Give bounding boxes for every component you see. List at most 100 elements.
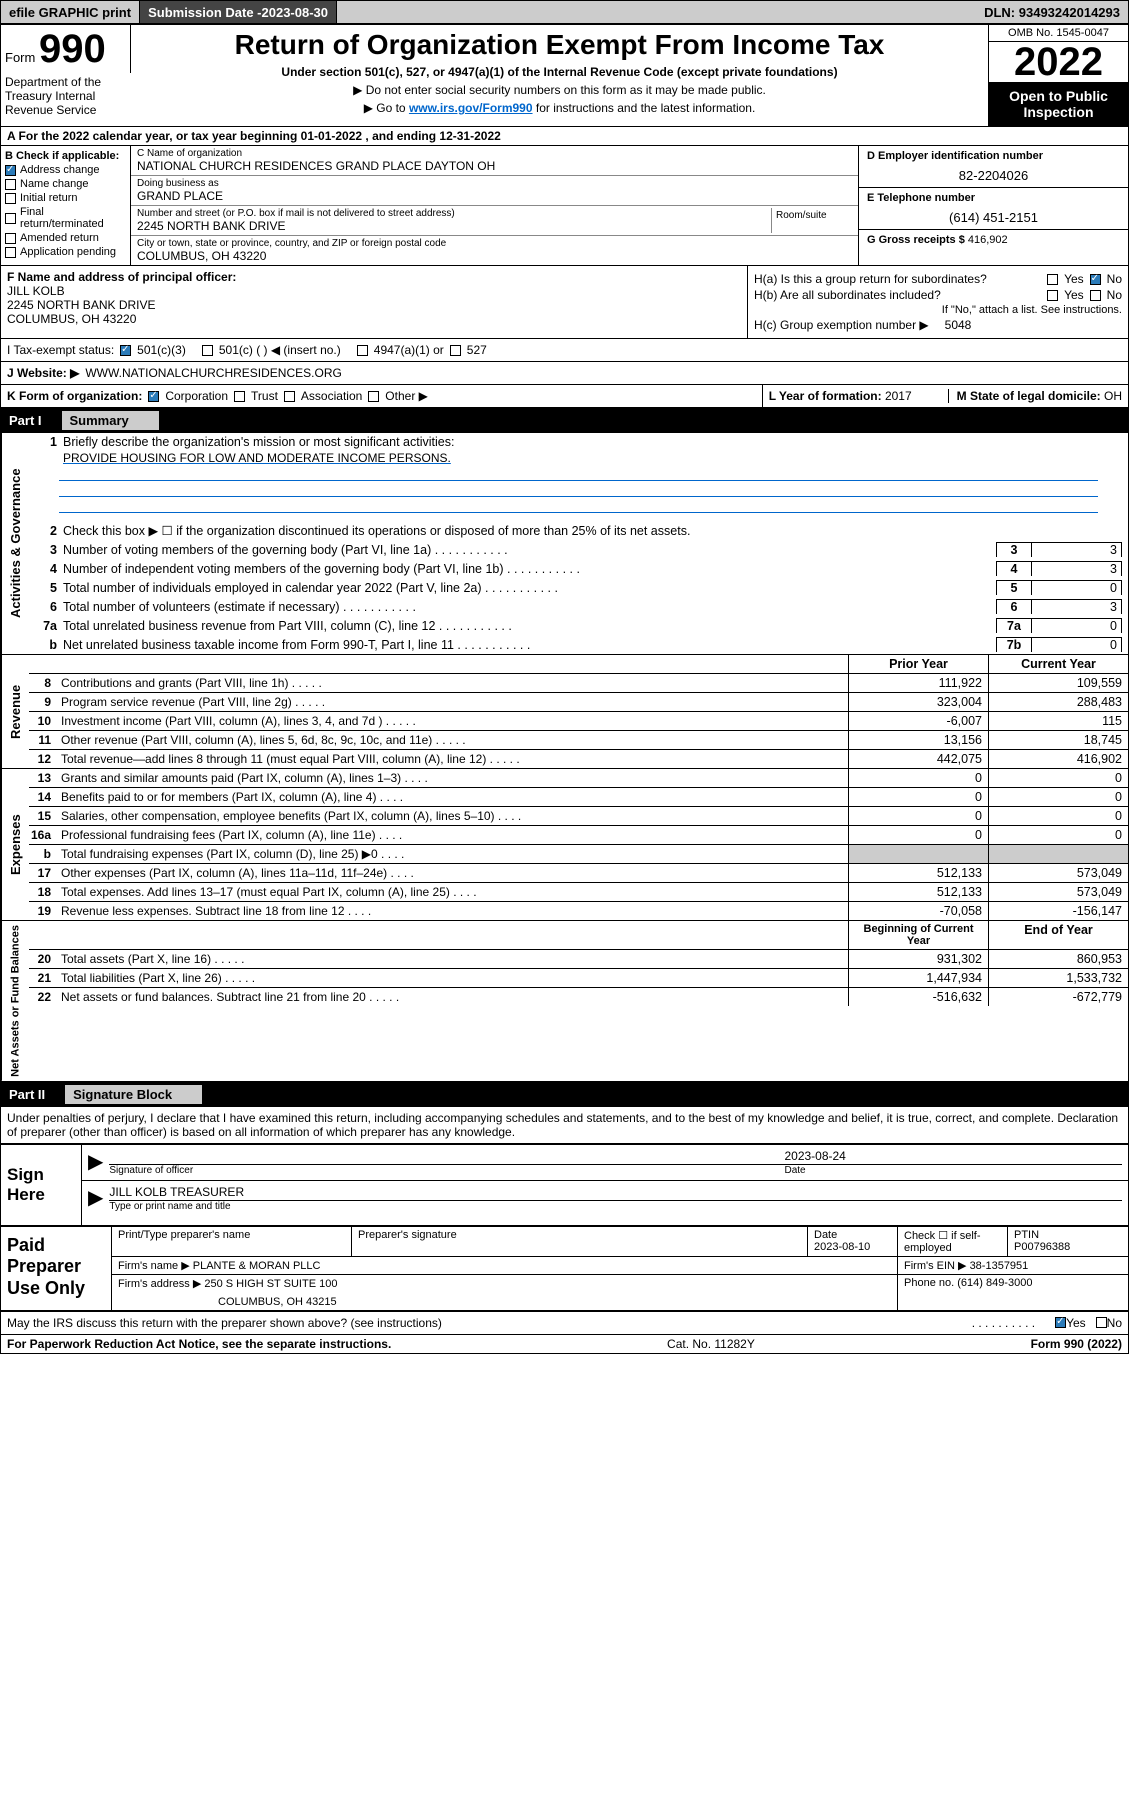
footer-left: For Paperwork Reduction Act Notice, see …: [7, 1337, 391, 1351]
chk-initial-return[interactable]: Initial return: [5, 192, 126, 204]
revenue-block: Revenue Prior Year Current Year 8Contrib…: [1, 654, 1128, 768]
firm-addr-row: Firm's address ▶ 250 S HIGH ST SUITE 100…: [112, 1275, 1128, 1310]
discuss-yes-chk[interactable]: [1055, 1317, 1066, 1328]
chk-corp[interactable]: [148, 391, 159, 402]
hb-no-chk[interactable]: [1090, 290, 1101, 301]
ptin-val: P00796388: [1014, 1241, 1122, 1253]
hc-line: H(c) Group exemption number ▶ 5048: [754, 318, 1122, 332]
irs-link[interactable]: www.irs.gov/Form990: [409, 101, 533, 115]
firm-addr1: 250 S HIGH ST SUITE 100: [204, 1278, 337, 1290]
mission-line-blank2: [59, 483, 1098, 497]
revenue-label: Revenue: [1, 655, 29, 768]
form-container: Form 990 Department of the Treasury Inte…: [0, 24, 1129, 1354]
chk-final-return[interactable]: Final return/terminated: [5, 206, 126, 230]
chk-amended[interactable]: Amended return: [5, 232, 126, 244]
na-line-21: 21Total liabilities (Part X, line 26) . …: [29, 968, 1128, 987]
sign-here-label: Sign Here: [1, 1145, 81, 1225]
prep-date: 2023-08-10: [814, 1241, 891, 1253]
dba-label: Doing business as: [137, 178, 852, 189]
chk-501c3[interactable]: [120, 345, 131, 356]
row-a-period: A For the 2022 calendar year, or tax yea…: [1, 126, 1128, 145]
note-ssn: ▶ Do not enter social security numbers o…: [139, 83, 980, 97]
exp-line-19: 19Revenue less expenses. Subtract line 1…: [29, 901, 1128, 920]
chk-other[interactable]: [368, 391, 379, 402]
chk-address-change[interactable]: Address change: [5, 164, 126, 176]
org-name-label: C Name of organization: [137, 148, 852, 159]
sign-here-section: Sign Here ▶ Signature of officer 2023-08…: [1, 1143, 1128, 1227]
chk-assoc[interactable]: [284, 391, 295, 402]
expenses-block: Expenses 13Grants and similar amounts pa…: [1, 768, 1128, 920]
section-fh: F Name and address of principal officer:…: [1, 265, 1128, 338]
ha-line: H(a) Is this a group return for subordin…: [754, 272, 1122, 286]
footer-right: Form 990 (2022): [1031, 1337, 1122, 1351]
paid-header-row: Print/Type preparer's name Preparer's si…: [112, 1227, 1128, 1257]
addr: 2245 NORTH BANK DRIVE: [137, 219, 771, 233]
exp-line-17: 17Other expenses (Part IX, column (A), l…: [29, 863, 1128, 882]
summary-line-3: 3Number of voting members of the governi…: [29, 540, 1128, 559]
mission-text: PROVIDE HOUSING FOR LOW AND MODERATE INC…: [29, 451, 1128, 465]
exp-line-b: bTotal fundraising expenses (Part IX, co…: [29, 844, 1128, 863]
sig-officer-line[interactable]: [109, 1149, 784, 1165]
ein-label: D Employer identification number: [867, 150, 1120, 162]
form-label: Form: [5, 50, 35, 65]
form-subtitle: Under section 501(c), 527, or 4947(a)(1)…: [139, 65, 980, 79]
phone: (614) 451-2151: [867, 204, 1120, 225]
chk-4947[interactable]: [357, 345, 368, 356]
efile-label[interactable]: efile GRAPHIC print: [1, 1, 140, 23]
na-line-22: 22Net assets or fund balances. Subtract …: [29, 987, 1128, 1006]
rev-line-10: 10Investment income (Part VIII, column (…: [29, 711, 1128, 730]
officer-addr1: 2245 NORTH BANK DRIVE: [7, 298, 741, 312]
form-title: Return of Organization Exempt From Incom…: [139, 29, 980, 61]
row-j-website: J Website: ▶ WWW.NATIONALCHURCHRESIDENCE…: [1, 361, 1128, 384]
na-line-20: 20Total assets (Part X, line 16) . . . .…: [29, 949, 1128, 968]
chk-app-pending[interactable]: Application pending: [5, 246, 126, 258]
hb-yes-chk[interactable]: [1047, 290, 1058, 301]
sig-name-label: Type or print name and title: [109, 1201, 1122, 1212]
exp-line-18: 18Total expenses. Add lines 13–17 (must …: [29, 882, 1128, 901]
summary-line-7b: bNet unrelated business taxable income f…: [29, 635, 1128, 654]
ein: 82-2204026: [867, 162, 1120, 183]
chk-name-change[interactable]: Name change: [5, 178, 126, 190]
top-bar: efile GRAPHIC print Submission Date - 20…: [0, 0, 1129, 24]
expenses-label: Expenses: [1, 769, 29, 920]
firm-phone: (614) 849-3000: [957, 1277, 1032, 1289]
ha-yes-chk[interactable]: [1047, 274, 1058, 285]
activities-governance-block: Activities & Governance 1 Briefly descri…: [1, 432, 1128, 654]
submission-date: Submission Date - 2023-08-30: [140, 1, 337, 23]
netassets-block: Net Assets or Fund Balances Beginning of…: [1, 920, 1128, 1081]
section-bcde: B Check if applicable: Address change Na…: [1, 145, 1128, 265]
room-suite-label: Room/suite: [772, 208, 852, 233]
chk-527[interactable]: [450, 345, 461, 356]
chk-501c[interactable]: [202, 345, 213, 356]
footer-row: For Paperwork Reduction Act Notice, see …: [1, 1335, 1128, 1353]
activities-label: Activities & Governance: [1, 433, 29, 654]
year-block: OMB No. 1545-0047 2022 Open to Public In…: [988, 25, 1128, 126]
exp-line-15: 15Salaries, other compensation, employee…: [29, 806, 1128, 825]
line1: 1 Briefly describe the organization's mi…: [29, 433, 1128, 451]
form-number: 990: [39, 27, 106, 71]
sig-arrow-icon2: ▶: [88, 1185, 103, 1212]
col-b-checkboxes: B Check if applicable: Address change Na…: [1, 146, 131, 265]
ha-no-chk[interactable]: [1090, 274, 1101, 285]
city-label: City or town, state or province, country…: [137, 238, 852, 249]
officer-addr2: COLUMBUS, OH 43220: [7, 312, 741, 326]
firm-name: PLANTE & MORAN PLLC: [193, 1260, 321, 1272]
footer-mid: Cat. No. 11282Y: [667, 1337, 755, 1351]
hb-line: H(b) Are all subordinates included? Yes …: [754, 288, 1122, 302]
exp-line-14: 14Benefits paid to or for members (Part …: [29, 787, 1128, 806]
col-h-group: H(a) Is this a group return for subordin…: [748, 266, 1128, 338]
paid-label: Paid Preparer Use Only: [1, 1227, 111, 1310]
summary-line-5: 5Total number of individuals employed in…: [29, 578, 1128, 597]
addr-label: Number and street (or P.O. box if mail i…: [137, 208, 771, 219]
chk-trust[interactable]: [234, 391, 245, 402]
row-lm: L Year of formation: 2017 M State of leg…: [762, 385, 1128, 407]
dln: DLN: 93493242014293: [976, 3, 1128, 22]
row-i-tax-status: I Tax-exempt status: 501(c)(3) 501(c) ( …: [1, 338, 1128, 361]
officer-label: F Name and address of principal officer:: [7, 270, 741, 284]
part1-header: Part I Summary: [1, 407, 1128, 432]
sig-name-val: JILL KOLB TREASURER: [109, 1185, 1122, 1201]
col-b-header: B Check if applicable:: [5, 150, 126, 162]
netassets-label: Net Assets or Fund Balances: [1, 921, 29, 1081]
discuss-no-chk[interactable]: [1096, 1317, 1107, 1328]
col-de: D Employer identification number 82-2204…: [858, 146, 1128, 265]
